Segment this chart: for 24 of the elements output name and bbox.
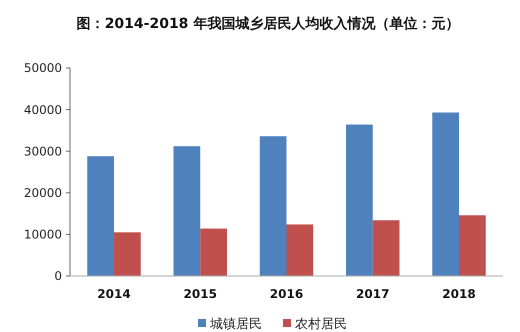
x-tick-label: 2017 — [356, 287, 390, 301]
y-tick-label: 20000 — [24, 186, 62, 200]
legend-label: 城镇居民 — [209, 317, 262, 332]
y-tick-label: 50000 — [24, 61, 62, 76]
bar — [286, 224, 314, 276]
x-tick-label: 2016 — [270, 287, 304, 301]
x-tick-label: 2014 — [97, 287, 131, 301]
bar — [459, 215, 486, 276]
bar — [432, 112, 460, 276]
bar — [174, 146, 200, 276]
bar — [372, 220, 400, 276]
bar — [114, 232, 141, 276]
legend-label: 农村居民 — [295, 317, 347, 332]
bar — [260, 136, 286, 276]
y-tick-label: 10000 — [24, 228, 62, 242]
bar — [346, 124, 373, 276]
chart-title: 图：2014-2018 年我国城乡居民人均收入情况（单位：元） — [76, 15, 460, 32]
x-tick-label: 2018 — [442, 287, 476, 301]
x-tick-label: 2015 — [184, 287, 217, 301]
y-tick-label: 0 — [54, 269, 62, 284]
bar — [87, 156, 114, 276]
bar — [200, 228, 227, 276]
y-tick-label: 40000 — [24, 102, 62, 117]
y-tick-label: 30000 — [24, 144, 62, 158]
